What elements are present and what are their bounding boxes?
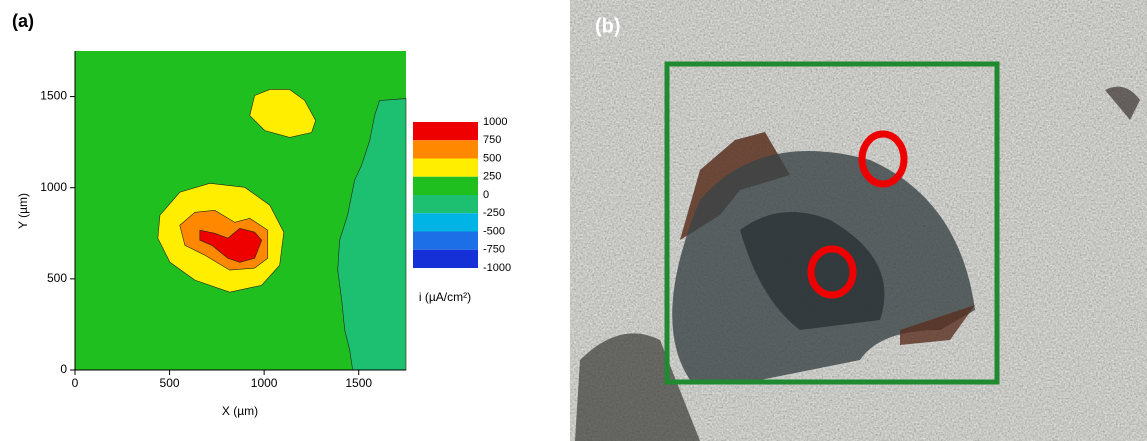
x-tick-label: 0	[72, 376, 79, 390]
colorbar-tick-label: 0	[483, 189, 489, 201]
y-tick-label: 500	[47, 271, 67, 285]
figure: (a) 0 500 1000 1500 0 500 1000 1500 1000 750 500 25…	[0, 0, 1147, 441]
x-axis-label: X (µm)	[222, 404, 258, 418]
colorbar-tick-label: 250	[483, 171, 501, 183]
colorbar-band	[413, 232, 478, 250]
colorbar-tick-label: 750	[483, 134, 501, 146]
colorbar-band	[413, 122, 478, 140]
colorbar-tick-label: -1000	[483, 262, 511, 274]
panel-label: (b)	[595, 15, 621, 37]
colorbar-band	[413, 213, 478, 231]
colorbar-tick-label: -250	[483, 207, 505, 219]
y-axis-label: Y (µm)	[16, 193, 30, 229]
x-tick-label: 1500	[345, 376, 372, 390]
colorbar-tick-label: -750	[483, 244, 505, 256]
x-tick-label: 1000	[251, 376, 278, 390]
x-tick-label: 500	[160, 376, 180, 390]
y-tick-label: 0	[60, 362, 67, 376]
colorbar-band	[413, 177, 478, 195]
colorbar-band	[413, 195, 478, 213]
colorbar-tick-label: 500	[483, 152, 501, 164]
colorbar-band	[413, 159, 478, 177]
colorbar-tick-label: 1000	[483, 116, 507, 128]
y-tick-label: 1000	[40, 180, 67, 194]
colorbar-band	[413, 140, 478, 158]
micrograph: (b)	[570, 0, 1147, 441]
panel-label: (a)	[12, 11, 34, 31]
colorbar-band	[413, 250, 478, 268]
colorbar-tick-label: -500	[483, 225, 505, 237]
colorbar-label: i (µA/cm²)	[419, 290, 471, 304]
page: {"chart_data": {"type": "contour", "pane…	[0, 0, 1147, 441]
y-tick-label: 1500	[40, 89, 67, 103]
contour-plot: 0 500 1000 1500 0 500 1000 1500 1000 750 500 250 0 -2…	[40, 51, 511, 390]
